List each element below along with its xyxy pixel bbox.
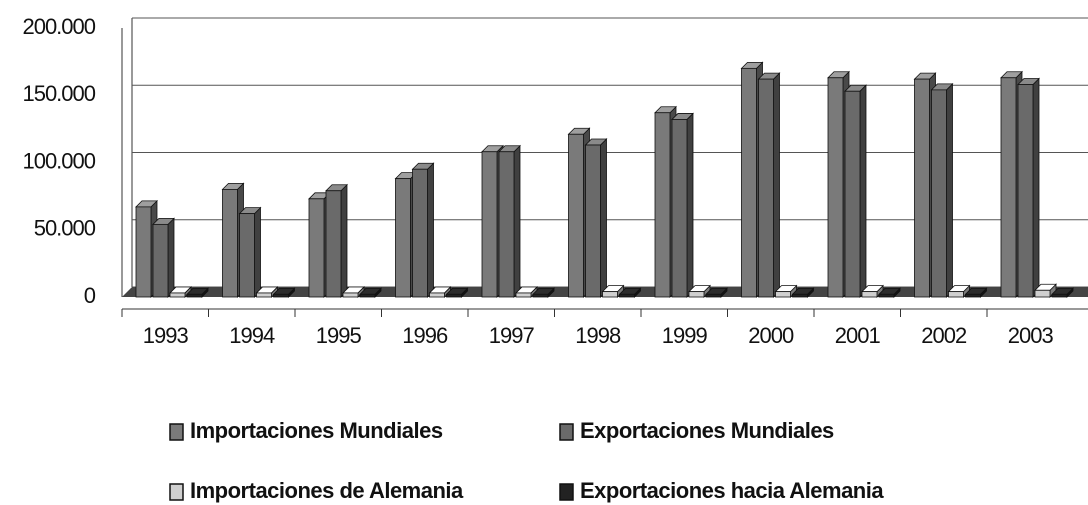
bar-side <box>167 217 175 298</box>
bar <box>1051 293 1068 298</box>
bar-side <box>340 183 348 298</box>
bar <box>619 293 635 298</box>
bar-side <box>1032 77 1040 298</box>
x-tick-label: 1993 <box>143 323 189 348</box>
bar-side <box>254 206 261 298</box>
x-tick-label: 1999 <box>662 323 708 348</box>
bar <box>273 293 289 298</box>
bar-side <box>859 84 867 298</box>
bar <box>1000 77 1017 298</box>
bar <box>844 90 861 298</box>
bar <box>705 293 722 298</box>
bar <box>827 77 844 298</box>
bar <box>532 293 549 298</box>
bar <box>602 291 618 298</box>
y-tick-label: 0 <box>84 283 96 308</box>
bar <box>792 293 808 298</box>
bar <box>446 293 462 298</box>
x-tick-label: 2002 <box>921 323 967 348</box>
legend-swatch <box>559 483 574 501</box>
x-tick-label: 2003 <box>1008 323 1054 348</box>
x-tick-label: 2001 <box>835 323 881 348</box>
bar <box>498 151 515 298</box>
bar <box>758 78 774 298</box>
legend-swatch <box>169 483 184 501</box>
legend-label: Importaciones Mundiales <box>190 418 443 443</box>
bar <box>412 168 428 298</box>
bar-side <box>513 144 521 298</box>
bar <box>481 151 498 298</box>
bar <box>186 293 203 298</box>
legend-swatch <box>559 423 574 441</box>
legend-label: Exportaciones hacia Alemania <box>580 478 884 503</box>
x-tick-label: 1995 <box>316 323 362 348</box>
bar <box>256 292 272 298</box>
bar <box>308 198 325 298</box>
bar <box>222 188 238 298</box>
legend-swatch <box>169 423 184 441</box>
x-tick-label: 1996 <box>402 323 448 348</box>
bar <box>688 291 705 298</box>
bar <box>861 291 878 298</box>
bar <box>342 292 359 298</box>
legend-label: Exportaciones Mundiales <box>580 418 834 443</box>
bar <box>1017 84 1034 298</box>
bar <box>395 178 411 298</box>
y-tick-label: 150.000 <box>22 81 95 106</box>
bar <box>239 213 255 298</box>
bar <box>878 293 895 298</box>
y-tick-label: 200.000 <box>22 14 95 39</box>
bar <box>325 190 342 298</box>
bar-side <box>686 112 694 298</box>
bar <box>585 144 601 298</box>
bar <box>775 291 791 298</box>
bar <box>515 292 532 298</box>
bar <box>931 89 947 298</box>
legend-label: Importaciones de Alemania <box>190 478 464 503</box>
y-tick-label: 50.000 <box>34 216 96 241</box>
x-tick-label: 1998 <box>575 323 621 348</box>
bar-side <box>600 138 607 298</box>
bar-side <box>427 162 434 298</box>
bar <box>135 206 152 298</box>
bar <box>169 292 186 298</box>
bar <box>568 133 584 298</box>
bar <box>1034 289 1051 298</box>
bar <box>429 292 445 298</box>
x-tick-label: 1997 <box>489 323 535 348</box>
bar <box>654 112 671 298</box>
bar-side <box>946 82 953 298</box>
bar <box>948 291 964 298</box>
bar <box>914 78 930 298</box>
x-tick-label: 1994 <box>229 323 275 348</box>
bar <box>741 67 757 298</box>
x-tick-label: 2000 <box>748 323 794 348</box>
bar <box>152 223 169 298</box>
bar-side <box>773 72 780 298</box>
bar <box>671 119 688 298</box>
y-tick-label: 100.000 <box>22 148 95 173</box>
bar <box>965 293 981 298</box>
bar <box>359 293 376 298</box>
